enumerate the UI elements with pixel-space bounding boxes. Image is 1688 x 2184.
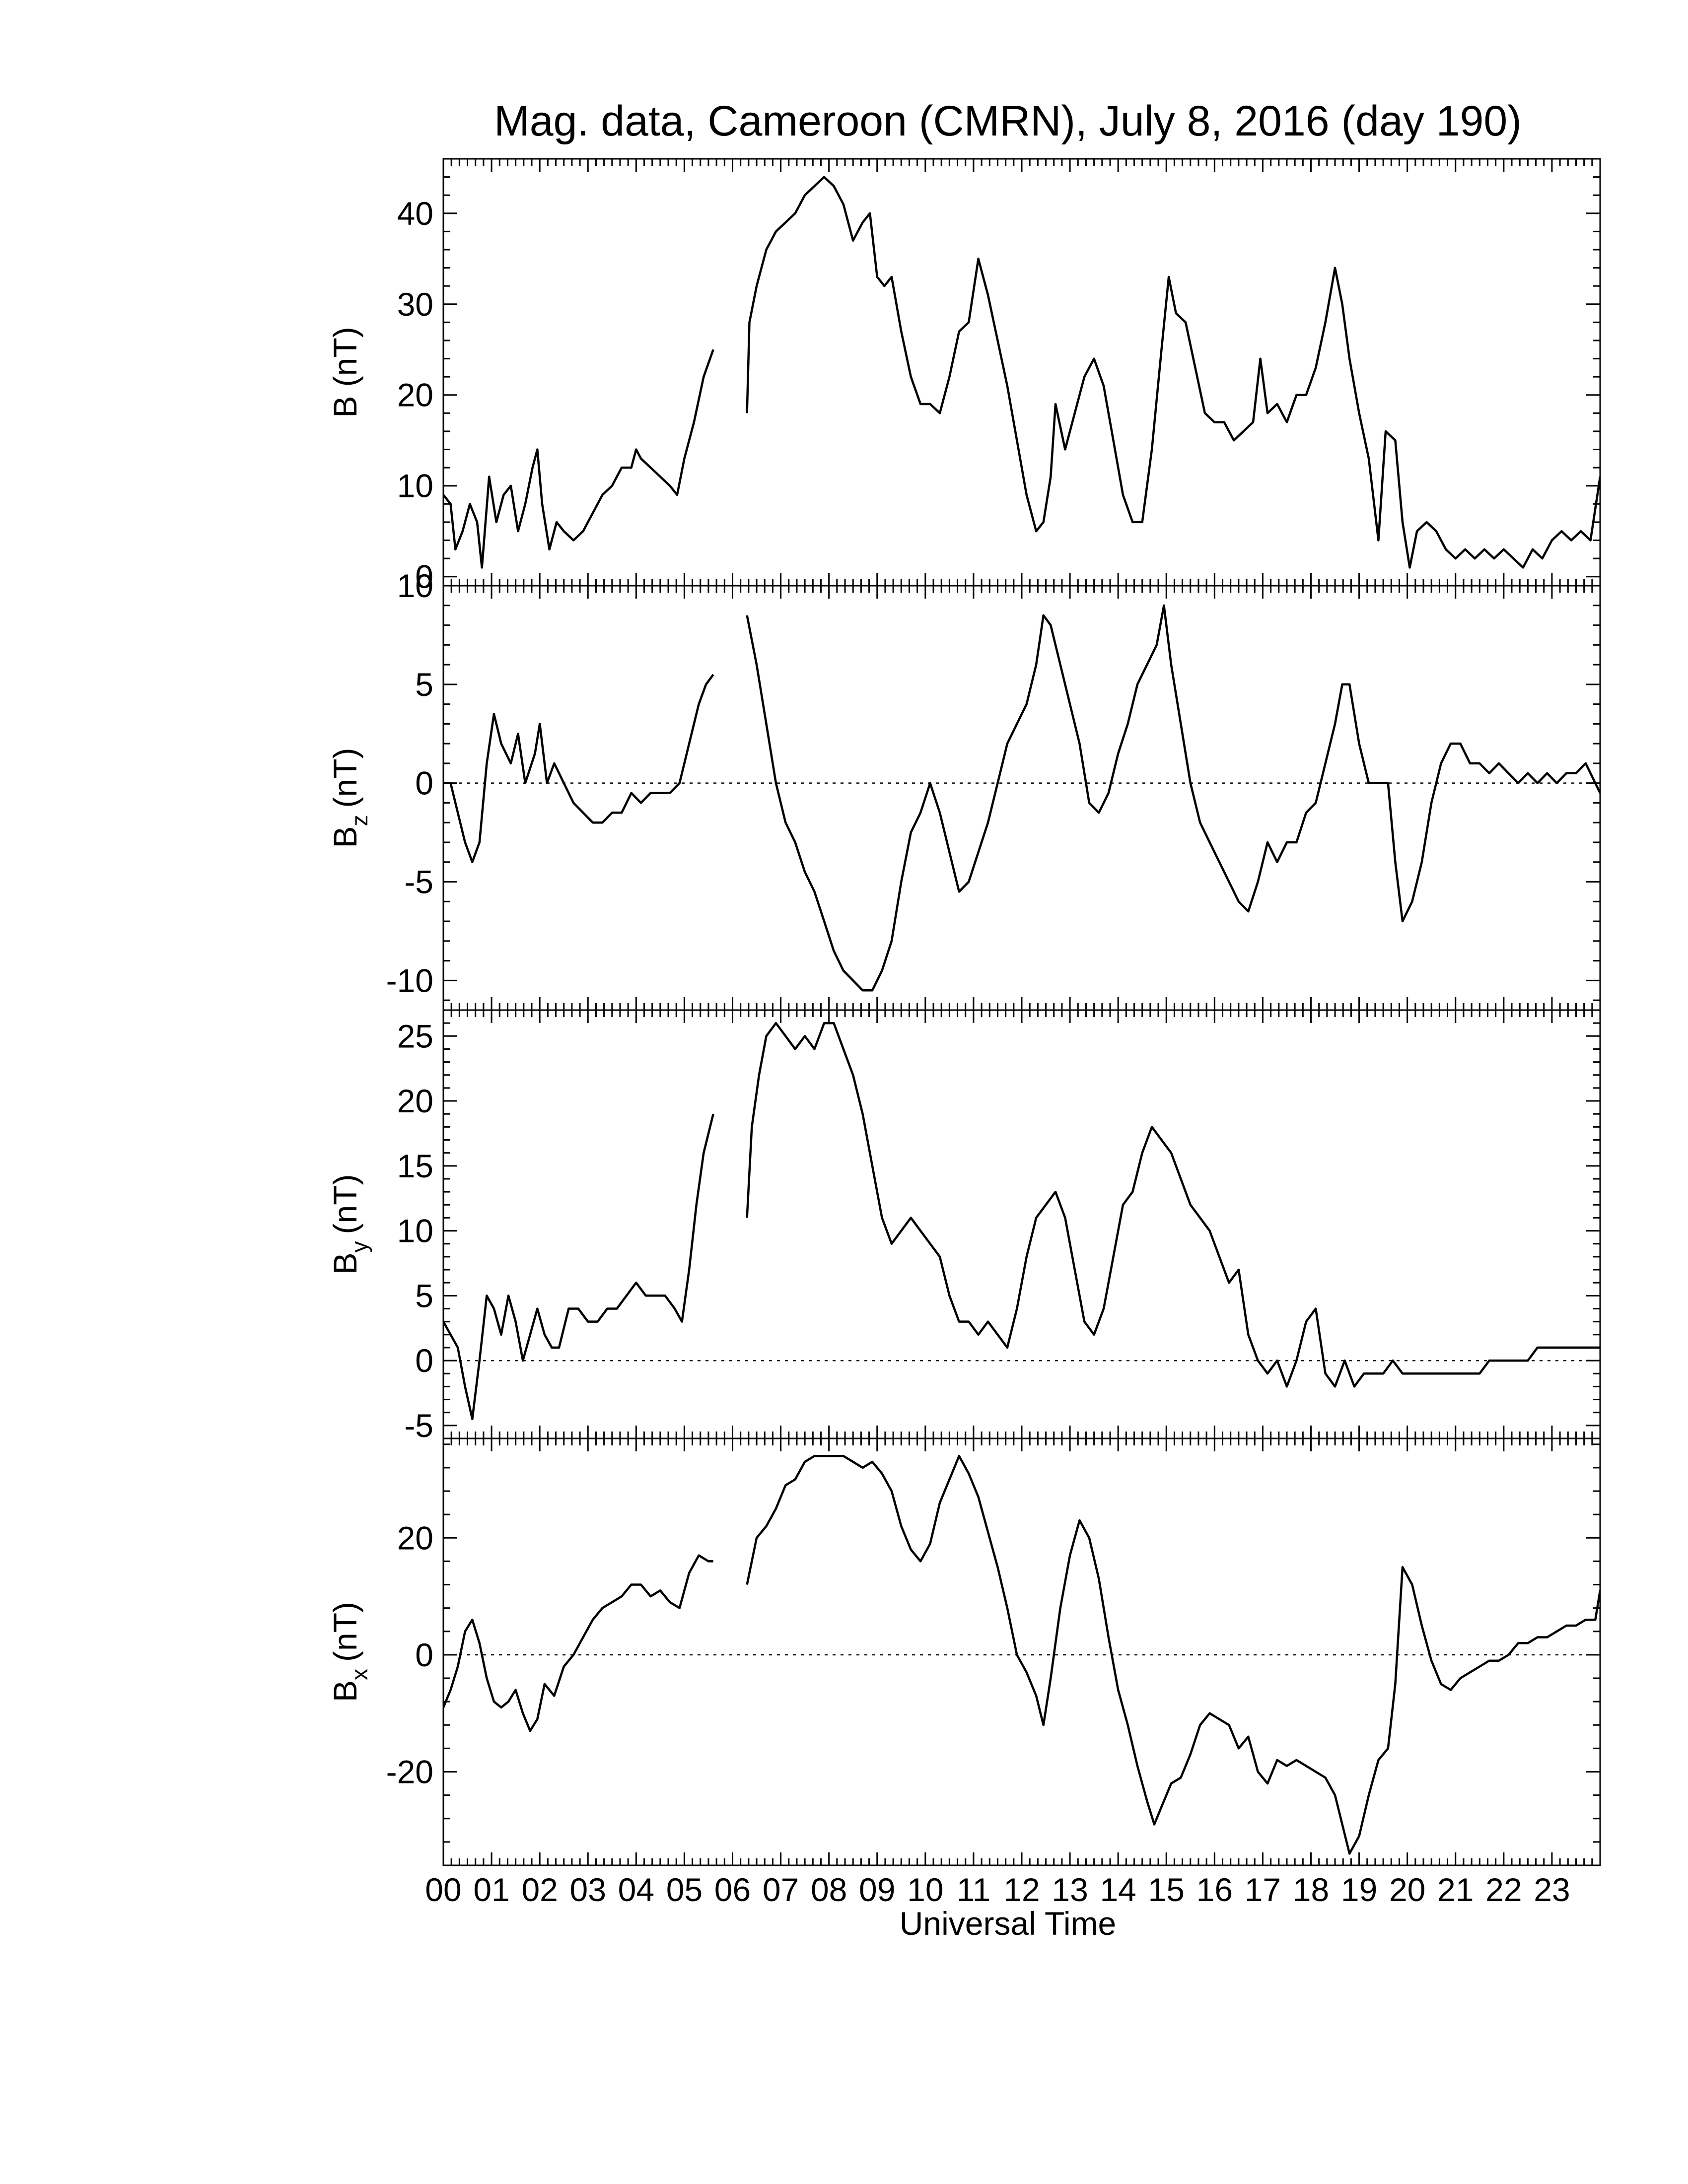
x-tick-label: 11 bbox=[957, 1871, 991, 1908]
y-tick-label: 40 bbox=[397, 195, 433, 232]
y-tick-label: 0 bbox=[415, 1637, 433, 1673]
series-line-Bx-2 bbox=[746, 1455, 1600, 1855]
x-tick-label: 15 bbox=[1148, 1871, 1185, 1908]
series-line-Bx-1 bbox=[443, 1554, 713, 1732]
x-tick-label: 14 bbox=[1100, 1871, 1136, 1908]
x-tick-label: 12 bbox=[1003, 1871, 1040, 1908]
y-tick-label: 5 bbox=[415, 1277, 433, 1314]
x-axis: 00 01 02 03 04 05 06 07 08 09 10 11 12 13 14 15 16 17 18 19… bbox=[425, 1871, 1570, 1908]
x-tick-label: 03 bbox=[570, 1871, 606, 1908]
x-tick-label: 20 bbox=[1389, 1871, 1425, 1908]
x-tick-label: 06 bbox=[714, 1871, 751, 1908]
panel-Bz: -10 -5 0 5 10 Bz(nT) bbox=[327, 567, 1601, 1011]
y-tick-label: 10 bbox=[397, 567, 433, 604]
y-tick-label: 30 bbox=[397, 286, 433, 323]
panel-frame bbox=[442, 585, 1601, 1011]
series-line-By-1 bbox=[443, 1113, 714, 1421]
chart-title: Mag. data, Cameroon (CMRN), July 8, 2016… bbox=[494, 97, 1522, 145]
series-line-Bz-1 bbox=[443, 674, 714, 863]
series-line-B-1 bbox=[443, 349, 714, 569]
x-tick-label: 04 bbox=[618, 1871, 654, 1908]
y-tick-label: 10 bbox=[397, 468, 433, 504]
panel-frame bbox=[442, 1437, 1601, 1866]
x-tick-label: 07 bbox=[763, 1871, 799, 1908]
y-tick-label: 15 bbox=[397, 1148, 433, 1184]
panel-By: -5 0 5 10 15 20 25 By(nT) bbox=[327, 1009, 1601, 1444]
y-tick-label: -5 bbox=[404, 864, 433, 900]
x-tick-label: 21 bbox=[1437, 1871, 1474, 1908]
x-tick-label: 09 bbox=[859, 1871, 895, 1908]
y-tick-label: 20 bbox=[397, 377, 433, 413]
series-line-Bz-2 bbox=[746, 604, 1600, 992]
x-tick-label: 00 bbox=[425, 1871, 461, 1908]
y-tick-label: 20 bbox=[397, 1083, 433, 1119]
y-tick-label: 10 bbox=[397, 1213, 433, 1249]
y-axis-label: B (nT) bbox=[327, 327, 363, 417]
y-tick-label: 0 bbox=[415, 1342, 433, 1379]
y-tick-label: 20 bbox=[397, 1519, 433, 1556]
x-tick-label: 08 bbox=[811, 1871, 847, 1908]
y-axis-label: Bx(nT) bbox=[327, 1602, 372, 1702]
x-tick-label: 02 bbox=[521, 1871, 558, 1908]
panel-Bx: -20 0 20 Bx(nT) bbox=[327, 1437, 1601, 1866]
x-axis-label: Universal Time bbox=[900, 1905, 1116, 1942]
x-tick-label: 10 bbox=[907, 1871, 943, 1908]
x-tick-label: 01 bbox=[473, 1871, 509, 1908]
x-tick-label: 22 bbox=[1485, 1871, 1522, 1908]
y-axis-label: By(nT) bbox=[327, 1174, 372, 1274]
y-tick-label: 5 bbox=[415, 666, 433, 703]
y-tick-label: 0 bbox=[415, 765, 433, 802]
series-line-By-2 bbox=[746, 1022, 1600, 1388]
panel-B: 0 10 20 30 40 B (nT) bbox=[327, 158, 1601, 595]
x-tick-label: 05 bbox=[666, 1871, 703, 1908]
x-tick-label: 23 bbox=[1534, 1871, 1570, 1908]
y-tick-label: 25 bbox=[397, 1018, 433, 1054]
y-tick-label: -10 bbox=[386, 962, 433, 999]
x-tick-label: 18 bbox=[1293, 1871, 1329, 1908]
y-tick-label: 0 bbox=[415, 558, 433, 595]
x-tick-label: 17 bbox=[1245, 1871, 1281, 1908]
series-line-B-2 bbox=[746, 176, 1600, 569]
y-axis-label: Bz(nT) bbox=[327, 748, 372, 848]
y-tick-label: -5 bbox=[404, 1407, 433, 1444]
y-tick-label: -20 bbox=[386, 1754, 433, 1790]
x-tick-label: 16 bbox=[1196, 1871, 1233, 1908]
x-tick-label: 19 bbox=[1341, 1871, 1377, 1908]
x-tick-label: 13 bbox=[1052, 1871, 1088, 1908]
